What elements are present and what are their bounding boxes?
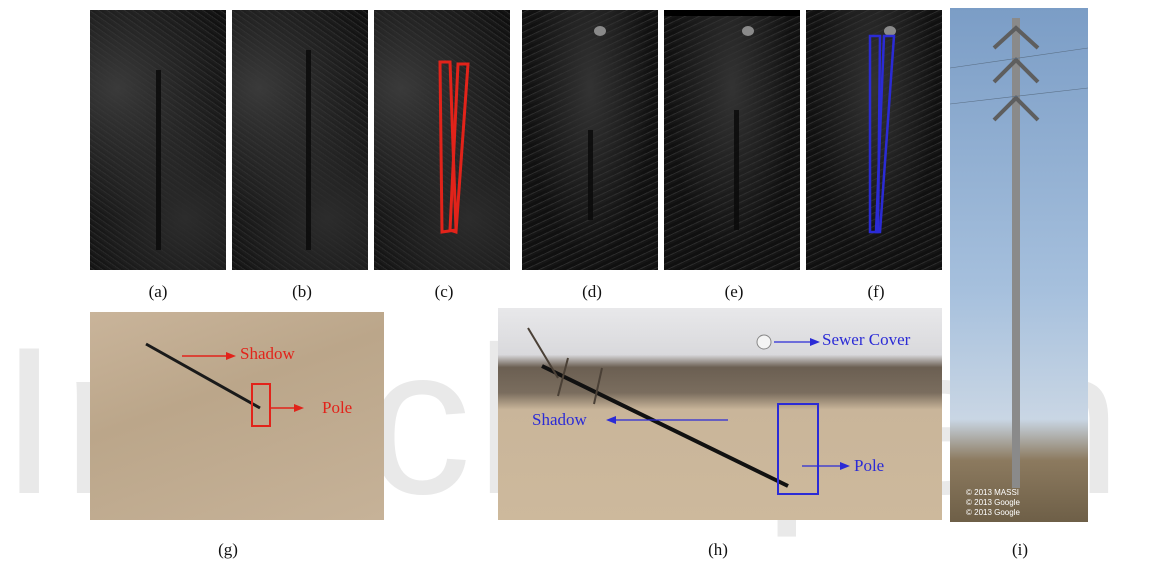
panel-c-image xyxy=(374,10,510,270)
panel-i-caption: (i) xyxy=(1011,540,1029,559)
panel-b-caption: (b) xyxy=(292,282,312,301)
shadow-label-h: Shadow xyxy=(532,410,587,429)
pole-outline-blue xyxy=(868,34,882,234)
pole-box-red xyxy=(251,383,271,427)
shadow-line xyxy=(145,342,261,410)
panel-e-caption: (e) xyxy=(724,282,744,301)
copyright-line-1: © 2013 MASSI xyxy=(966,488,1020,497)
panel-d-image xyxy=(522,10,658,270)
utility-pole xyxy=(1012,18,1020,488)
copyright-line-2: © 2013 Google xyxy=(966,498,1020,507)
panel-h-caption: (h) xyxy=(708,540,728,559)
panel-c-caption: (c) xyxy=(434,282,454,301)
shadow-outline-blue xyxy=(874,34,896,234)
panel-a-image xyxy=(90,10,226,270)
pole-label-g: Pole xyxy=(322,398,353,417)
sewer-cover xyxy=(756,334,772,350)
shadow-outline-red xyxy=(448,62,470,235)
pole-label-h: Pole xyxy=(854,456,885,475)
shadow-label-g: Shadow xyxy=(240,344,295,363)
panel-g-image: Shadow Pole xyxy=(90,312,384,520)
panel-f-image xyxy=(806,10,942,270)
pole-box-blue xyxy=(777,403,819,495)
panel-e-image xyxy=(664,10,800,270)
panel-g-caption: (g) xyxy=(218,540,238,559)
panel-f-caption: (f) xyxy=(867,282,885,301)
sewer-cover-label: Sewer Cover xyxy=(822,330,911,349)
panel-a-caption: (a) xyxy=(148,282,168,301)
panel-b-image xyxy=(232,10,368,270)
copyright-line-3: © 2013 Google xyxy=(966,508,1020,517)
panel-d-caption: (d) xyxy=(582,282,602,301)
panel-i-image: © 2013 MASSI © 2013 Google © 2013 Google xyxy=(950,8,1088,522)
panel-h-image: Sewer Cover Shadow Pole xyxy=(498,308,942,520)
shadow-line xyxy=(541,364,789,488)
